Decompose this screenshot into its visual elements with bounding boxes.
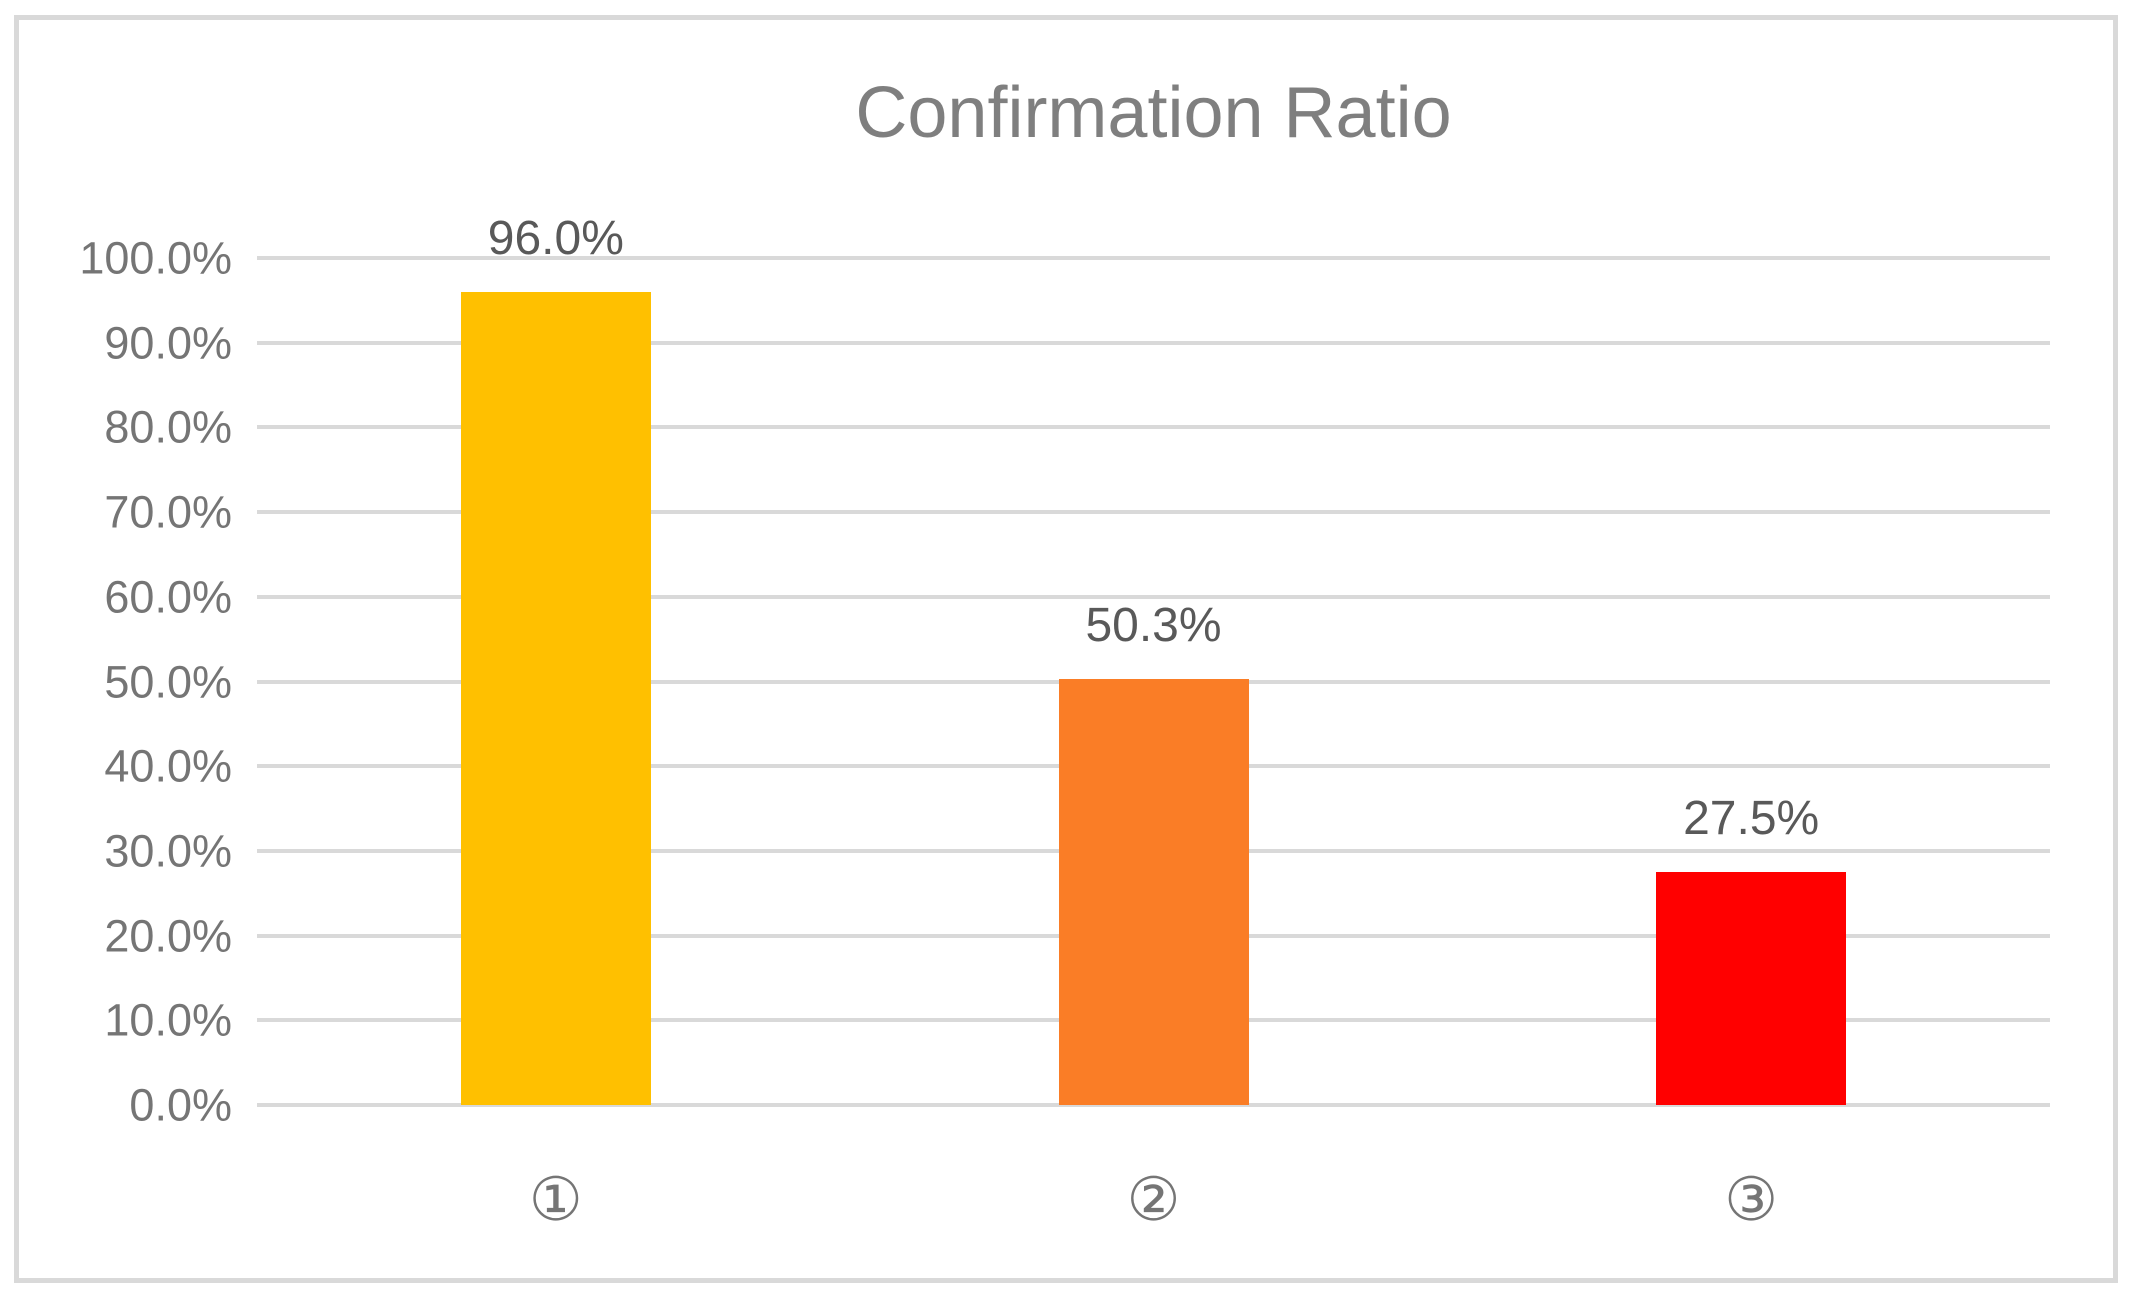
- bar-data-label: 27.5%: [1683, 792, 1820, 846]
- gridline: [257, 256, 2050, 260]
- bar-data-label: 50.3%: [1085, 599, 1222, 653]
- bar-data-label: 96.0%: [487, 212, 624, 266]
- gridline: [257, 425, 2050, 430]
- plot-area: 96.0% 50.3% 27.5%: [257, 212, 2050, 1107]
- gridline: [257, 340, 2050, 345]
- bar-③: [1656, 872, 1847, 1105]
- gridline: [257, 1103, 2050, 1107]
- gridline: [257, 510, 2050, 515]
- chart-title: Confirmation Ratio: [855, 73, 1452, 153]
- gridline: [257, 594, 2050, 599]
- bar-①: [460, 291, 651, 1105]
- bar-②: [1058, 678, 1249, 1105]
- bar-layer: 96.0% 50.3% 27.5%: [257, 212, 2050, 1105]
